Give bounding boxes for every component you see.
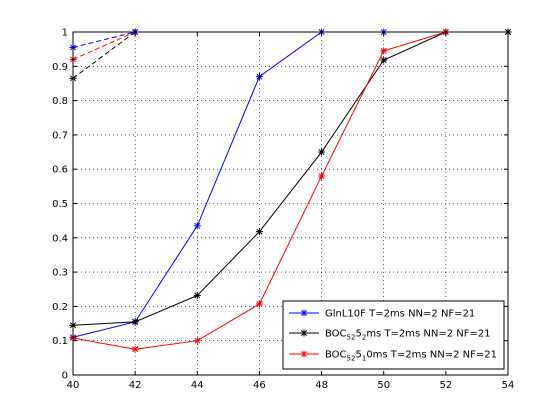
dashed-series-line-0 (72, 31, 136, 79)
series-marker-2 (193, 337, 201, 345)
legend-entry-1: BOC5252ms T=2ms NN=2 NF=21 (325, 329, 491, 342)
x-tick-label: 44 (191, 380, 204, 391)
series-marker-0 (255, 73, 263, 81)
series-marker-1 (193, 291, 201, 299)
series-marker-2 (318, 172, 326, 180)
series-marker-1 (380, 56, 388, 64)
y-tick-label: 0.7 (52, 130, 68, 141)
series-marker-1 (318, 148, 326, 156)
x-tick-label: 50 (377, 380, 390, 391)
legend-marker-0 (300, 309, 308, 317)
series-marker-2 (380, 47, 388, 55)
x-tick-label: 54 (502, 380, 515, 391)
series-marker-1 (255, 228, 263, 236)
x-tick-label: 52 (439, 380, 452, 391)
series-marker-0 (193, 222, 201, 230)
y-tick-label: 0 (62, 371, 68, 382)
series-line-1 (72, 31, 508, 326)
x-tick-label: 46 (253, 380, 266, 391)
y-tick-label: 0.5 (52, 199, 68, 210)
legend-entry-0: GlnL10F T=2ms NN=2 NF=21 (325, 309, 475, 320)
y-tick-label: 0.4 (52, 233, 68, 244)
y-tick-label: 0.2 (52, 302, 68, 313)
x-tick-label: 42 (129, 380, 142, 391)
y-tick-label: 0.3 (52, 268, 68, 279)
legend-box (282, 300, 505, 370)
x-tick-label: 48 (315, 380, 328, 391)
x-tick-label: 40 (67, 380, 80, 391)
axes: 40 42 44 46 48 50 52 54 0 0.1 0.2 0.3 0.4 0.5 0.6 0.7 0.… (52, 28, 514, 392)
series-marker-1 (131, 318, 139, 326)
legend-entry-2: BOC52510ms T=2ms NN=2 NF=21 (325, 350, 497, 363)
legend-marker-1 (300, 329, 308, 337)
y-tick-label: 0.9 (52, 62, 68, 73)
y-tick-label: 0.6 (52, 165, 68, 176)
y-tick-label: 0.1 (52, 336, 68, 347)
dashed-series-line-1 (72, 31, 136, 60)
series-marker-2 (131, 345, 139, 353)
dashed-series-line-2 (72, 31, 136, 48)
y-tick-label: 1 (62, 28, 68, 39)
legend-marker-2 (300, 350, 308, 358)
series-marker-2 (255, 300, 263, 308)
y-tick-label: 0.8 (52, 96, 68, 107)
legend: GlnL10F T=2ms NN=2 NF=21 BOC5252ms T=2ms … (282, 300, 505, 370)
